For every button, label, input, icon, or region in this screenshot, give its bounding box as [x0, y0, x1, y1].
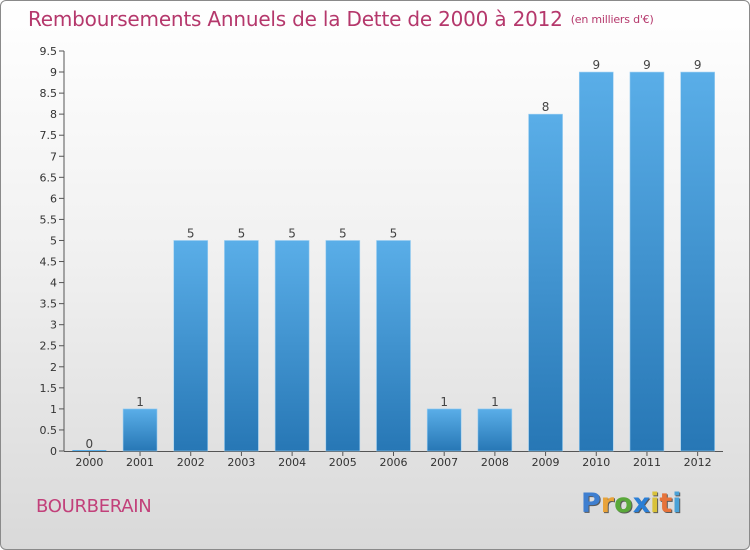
data-label: 9 — [592, 58, 600, 72]
logo-letter: o — [614, 488, 633, 519]
logo-letter: i — [672, 488, 682, 519]
data-label: 1 — [491, 395, 499, 409]
y-tick-label: 8 — [50, 108, 57, 121]
bar — [224, 240, 259, 452]
y-tick-label: 9 — [50, 66, 57, 79]
y-tick-label: 4 — [50, 277, 57, 290]
y-tick-label: 1.5 — [40, 382, 58, 395]
y-tick-label: 6 — [50, 192, 57, 205]
data-label: 8 — [542, 100, 550, 114]
data-label: 5 — [187, 226, 195, 240]
bar — [426, 408, 462, 452]
y-tick-label: 7 — [50, 150, 57, 163]
y-tick-label: 8.5 — [40, 87, 58, 100]
y-tick-label: 5.5 — [40, 213, 58, 226]
data-label: 0 — [86, 437, 94, 451]
bar — [325, 240, 361, 452]
x-tick-label: 2005 — [329, 456, 357, 469]
x-tick-label: 2001 — [126, 456, 154, 469]
y-tick-label: 3 — [50, 319, 57, 332]
y-tick-label: 6.5 — [40, 171, 58, 184]
data-label: 5 — [339, 226, 347, 240]
x-tick-label: 2004 — [278, 456, 306, 469]
data-label: 5 — [288, 226, 296, 240]
bar — [122, 408, 158, 452]
x-tick-label: 2008 — [481, 456, 509, 469]
x-tick-label: 2007 — [430, 456, 458, 469]
x-tick-label: 2009 — [532, 456, 560, 469]
data-label: 9 — [643, 58, 651, 72]
x-tick-label: 2012 — [684, 456, 712, 469]
bar — [274, 240, 310, 452]
bar — [629, 71, 665, 452]
y-tick-label: 0 — [50, 445, 57, 458]
logo-letter: t — [659, 488, 673, 519]
chart-axes: 0 0.5 1 1.5 2 2.5 3 3.5 4 4.5 5 5.5 6 6.5 7 7.5 8 8.5 9 9.5… — [40, 45, 723, 469]
logo-letter: x — [632, 488, 651, 519]
data-label: 5 — [238, 226, 246, 240]
y-tick-label: 7.5 — [40, 129, 58, 142]
commune-name: BOURBERAIN — [36, 496, 152, 517]
x-tick-label: 2006 — [380, 456, 408, 469]
x-tick-label: 2002 — [177, 456, 205, 469]
y-tick-label: 0.5 — [40, 424, 58, 437]
data-label: 1 — [136, 395, 144, 409]
bar — [528, 113, 563, 452]
chart-title: Remboursements Annuels de la Dette de 20… — [28, 7, 654, 31]
bar — [173, 240, 209, 452]
x-tick-label: 2011 — [633, 456, 661, 469]
y-tick-label: 2.5 — [40, 340, 58, 353]
logo-letter: r — [600, 488, 615, 519]
y-tick-label: 2 — [50, 361, 57, 374]
chart-bars: 0 1 5 5 5 5 5 1 1 8 9 9 9 — [72, 58, 715, 452]
data-label: 9 — [694, 58, 702, 72]
data-label: 1 — [440, 395, 448, 409]
logo-letter: i — [650, 488, 660, 519]
bar — [680, 71, 715, 452]
y-tick-label: 4.5 — [40, 256, 58, 269]
bar — [477, 408, 513, 452]
chart-subtitle: (en milliers d'€) — [570, 13, 654, 26]
y-tick-label: 3.5 — [40, 298, 58, 311]
x-tick-label: 2000 — [75, 456, 103, 469]
proxiti-logo: Proxiti — [581, 488, 682, 519]
logo-letter: P — [581, 488, 601, 519]
bar — [578, 71, 614, 452]
y-tick-label: 5 — [50, 234, 57, 247]
x-tick-label: 2003 — [227, 456, 255, 469]
chart-title-text: Remboursements Annuels de la Dette de 20… — [28, 7, 563, 31]
bar — [376, 240, 411, 452]
x-tick-label: 2010 — [582, 456, 610, 469]
y-tick-label: 1 — [50, 403, 57, 416]
data-label: 5 — [390, 226, 398, 240]
y-tick-label: 9.5 — [40, 45, 58, 58]
